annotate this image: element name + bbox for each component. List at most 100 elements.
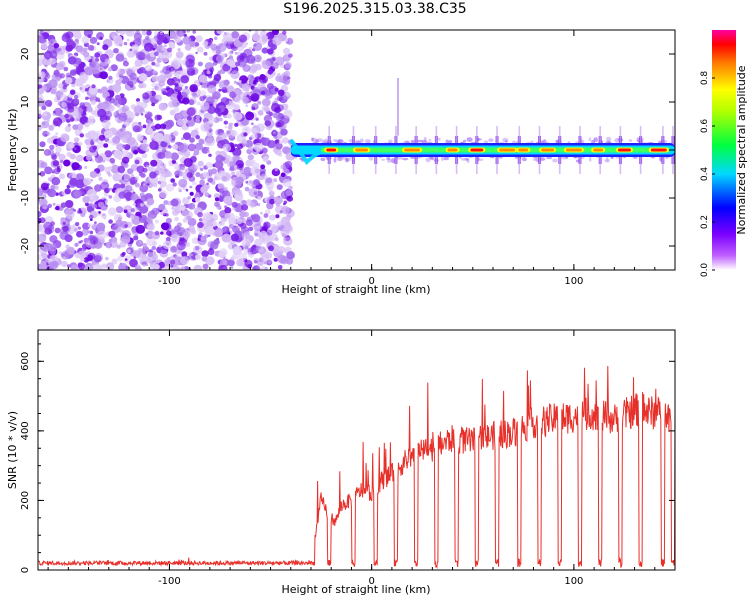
spectrogram-noise-blob — [151, 245, 157, 251]
spectrogram-noise-blob — [41, 43, 48, 50]
spectrogram-noise-blob — [284, 70, 291, 77]
spectrogram-noise-blob — [102, 159, 106, 163]
spectrogram-noise-blob — [284, 61, 292, 69]
spectrogram-noise-blob — [190, 229, 196, 235]
spectrogram-noise-blob — [182, 132, 192, 141]
spectrogram-x-axis-label: Height of straight line (km) — [281, 283, 430, 296]
spectrogram-noise-blob — [83, 177, 92, 186]
spectrogram-noise-blob — [178, 178, 188, 188]
spectrogram-noise-blob — [74, 156, 78, 160]
spectrogram-noise-blob — [261, 47, 269, 54]
spectrogram-x-tick-label: 100 — [564, 276, 583, 287]
spectrogram-noise-blob — [271, 168, 281, 177]
spectrogram-halo-blob — [463, 139, 467, 143]
spectrogram-noise-blob — [259, 248, 264, 253]
spectrogram-noise-blob — [47, 119, 50, 123]
spectrogram-noise-blob — [269, 214, 276, 221]
spectrogram-halo-blob — [488, 138, 493, 143]
spectrogram-noise-blob — [39, 141, 46, 148]
spectrogram-noise-blob — [251, 106, 256, 111]
spectrogram-noise-blob — [38, 210, 42, 218]
spectrogram-noise-blob — [142, 92, 150, 100]
colorbar-label: Normalized spectral amplitude — [735, 65, 748, 234]
spectrogram-noise-blob — [83, 30, 93, 38]
spectrogram-core-red — [470, 148, 484, 152]
spectrogram-noise-blob — [87, 115, 96, 123]
spectrogram-noise-blob — [201, 85, 204, 89]
spectrogram-noise-blob — [210, 43, 218, 51]
snr-x-tick-label: 0 — [368, 576, 374, 587]
spectrogram-noise-blob — [281, 137, 289, 144]
spectrogram-noise-blob — [276, 221, 283, 227]
spectrogram-noise-blob — [248, 226, 254, 232]
spectrogram-noise-blob — [272, 112, 279, 119]
spectrogram-noise-blob — [77, 262, 84, 268]
spectrogram-noise-blob — [85, 202, 89, 206]
spectrogram-noise-blob — [214, 107, 221, 114]
spectrogram-noise-blob — [275, 214, 280, 219]
spectrogram-noise-blob — [115, 206, 124, 214]
spectrogram-noise-blob — [268, 245, 274, 252]
spectrogram-noise-blob — [217, 112, 222, 117]
spectrogram-noise-blob — [86, 189, 97, 199]
spectrogram-noise-blob — [146, 127, 154, 134]
spectrogram-noise-blob — [244, 186, 250, 192]
spectrogram-noise-blob — [220, 97, 230, 106]
spectrogram-halo-blob — [359, 138, 364, 143]
spectrogram-noise-blob — [84, 66, 94, 76]
spectrogram-noise-blob — [41, 85, 47, 91]
spectrogram-noise-blob — [230, 70, 240, 80]
spectrogram-halo-blob — [410, 139, 415, 144]
spectrogram-noise-blob — [170, 259, 176, 265]
spectrogram-noise-blob — [111, 258, 118, 265]
spectrogram-noise-blob — [78, 142, 83, 146]
spectrogram-noise-blob — [206, 96, 215, 105]
spectrogram-noise-blob — [81, 36, 90, 44]
spectrogram-noise-blob — [168, 66, 175, 72]
spectrogram-noise-blob — [280, 216, 291, 226]
spectrogram-noise-blob — [170, 264, 174, 268]
spectrogram-noise-blob — [48, 243, 57, 252]
spectrogram-noise-blob — [151, 61, 156, 66]
spectrogram-halo-blob — [437, 137, 441, 141]
spectrogram-noise-blob — [201, 250, 209, 258]
spectrogram-noise-blob — [38, 58, 44, 67]
spectrogram-noise-blob — [214, 160, 224, 169]
spectrogram-noise-blob — [198, 138, 205, 145]
spectrogram-core-red — [593, 148, 604, 152]
spectrogram-noise-blob — [224, 205, 228, 209]
spectrogram-noise-blob — [138, 172, 144, 177]
spectrogram-noise-blob — [207, 169, 213, 174]
spectrogram-noise-blob — [206, 146, 210, 150]
spectrogram-halo-blob — [593, 137, 598, 143]
spectrogram-noise-blob — [141, 153, 148, 159]
spectrogram-noise-blob — [151, 87, 155, 91]
spectrogram-noise-blob — [267, 48, 274, 55]
spectrogram-noise-blob — [234, 88, 243, 96]
spectrogram-noise-blob — [127, 249, 131, 254]
spectrogram-noise-blob — [140, 203, 144, 207]
spectrogram-noise-blob — [159, 249, 169, 258]
spectrogram-noise-blob — [145, 54, 151, 60]
spectrogram-noise-blob — [72, 124, 79, 130]
spectrogram-noise-blob — [186, 172, 193, 178]
spectrogram-noise-blob — [49, 50, 58, 59]
spectrogram-noise-blob — [241, 199, 247, 206]
spectrogram-noise-blob — [116, 244, 121, 249]
spectrogram-noise-blob — [134, 182, 140, 188]
spectrogram-noise-blob — [247, 154, 254, 161]
spectrogram-noise-blob — [154, 85, 159, 90]
spectrogram-halo-blob — [402, 157, 409, 161]
spectrogram-noise-blob — [277, 120, 285, 127]
spectrogram-noise-blob — [76, 123, 84, 131]
spectrogram-halo-blob — [614, 138, 620, 143]
colorbar-tick-label: 0.6 — [700, 119, 710, 134]
spectrogram-noise-blob — [208, 153, 212, 157]
spectrogram-noise-blob — [146, 222, 156, 231]
spectrogram-noise-blob — [158, 189, 168, 199]
spectrogram-noise-blob — [219, 43, 223, 47]
spectrogram-x-tick-label: -100 — [158, 276, 181, 287]
spectrogram-noise-blob — [152, 70, 158, 75]
spectrogram-noise-blob — [144, 42, 154, 52]
spectrogram-noise-blob — [146, 30, 152, 36]
